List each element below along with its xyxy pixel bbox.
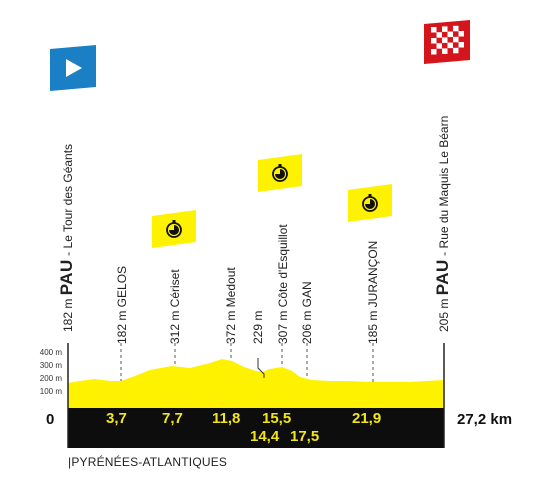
checker-square xyxy=(436,32,442,38)
timing-flag-esquillot xyxy=(258,154,302,192)
km-esquillot: 15,5 xyxy=(262,410,292,427)
checker-square xyxy=(431,27,437,33)
finish-city: PAU xyxy=(433,259,452,296)
km-ceriset: 7,7 xyxy=(162,410,183,427)
finish-separator: - xyxy=(437,248,451,256)
checker-square xyxy=(431,49,437,55)
altitude-scale-300: 300 m xyxy=(39,361,62,370)
waypoint-label-gan: 206 m GAN xyxy=(300,281,314,344)
altitude-scale-400: 400 m xyxy=(39,348,62,357)
checker-square xyxy=(458,42,464,48)
altitude-scale-200: 200 m xyxy=(39,374,62,383)
finish-altitude: 205 m xyxy=(437,298,451,332)
waypoint-label-medout: 372 m Medout xyxy=(224,267,238,344)
km-229: 14,4 xyxy=(250,428,280,445)
km-start: 0 xyxy=(46,411,55,428)
finish-label: 205 m PAU - Rue du Maquis Le Béarn xyxy=(433,115,452,332)
finish-place: Rue du Maquis Le Béarn xyxy=(437,115,451,249)
start-place: Le Tour des Géants xyxy=(61,143,75,249)
stopwatch-icon xyxy=(362,194,378,212)
start-flag xyxy=(50,45,96,91)
checker-square xyxy=(442,37,448,43)
waypoint-label-gelos: 182 m GELOS xyxy=(115,265,129,344)
checker-square xyxy=(458,31,464,37)
checker-square xyxy=(442,48,448,54)
checker-square xyxy=(447,42,453,49)
start-separator: - xyxy=(61,248,75,256)
waypoint-label-ceriset: 312 m Cériset xyxy=(168,269,182,344)
waypoint-229-leader xyxy=(257,358,265,378)
stopwatch-icon xyxy=(166,220,182,238)
elevation-terrain xyxy=(68,359,444,408)
distance-bar xyxy=(68,408,444,448)
finish-flag xyxy=(424,20,470,64)
km-jurancon: 21,9 xyxy=(352,410,382,427)
km-gelos: 3,7 xyxy=(106,410,127,427)
km-gan: 17,5 xyxy=(290,428,320,445)
waypoint-label-229: 229 m xyxy=(251,310,265,344)
timing-flag-ceriset xyxy=(152,210,196,248)
start-city: PAU xyxy=(57,259,76,296)
start-label: 182 m PAU - Le Tour des Géants xyxy=(57,143,76,332)
play-triangle-icon xyxy=(66,59,82,77)
altitude-scale-100: 100 m xyxy=(39,387,62,396)
waypoint-label-jurancon: 185 m JURANÇON xyxy=(366,240,380,344)
checker-square xyxy=(453,36,459,43)
region-label: |PYRÉNÉES-ATLANTIQUES xyxy=(68,455,228,469)
checkered-flag-icon xyxy=(431,25,464,55)
checker-square xyxy=(436,43,442,49)
checker-square xyxy=(442,26,448,32)
checker-square xyxy=(453,47,459,54)
stopwatch-icon xyxy=(272,164,288,182)
km-medout: 11,8 xyxy=(212,410,241,427)
checker-square xyxy=(431,38,437,44)
timing-flag-jurancon xyxy=(348,184,392,222)
checker-square xyxy=(453,25,459,32)
start-altitude: 182 m xyxy=(61,298,75,332)
checker-square xyxy=(447,31,453,38)
waypoint-label-esquillot: 307 m Côte d'Esquillot xyxy=(276,224,290,344)
km-finish: 27,2 km xyxy=(457,411,513,428)
